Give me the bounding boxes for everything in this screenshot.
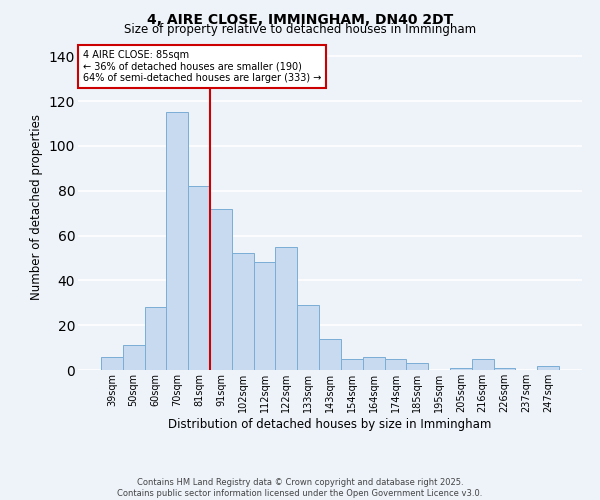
Bar — [494, 368, 515, 370]
Bar — [319, 338, 341, 370]
Text: Contains HM Land Registry data © Crown copyright and database right 2025.
Contai: Contains HM Land Registry data © Crown c… — [118, 478, 482, 498]
Text: 4, AIRE CLOSE, IMMINGHAM, DN40 2DT: 4, AIRE CLOSE, IMMINGHAM, DN40 2DT — [147, 12, 453, 26]
Bar — [385, 359, 406, 370]
Bar — [450, 368, 472, 370]
Bar — [145, 307, 166, 370]
Bar — [297, 305, 319, 370]
Bar — [188, 186, 210, 370]
Bar — [101, 356, 123, 370]
Bar — [406, 364, 428, 370]
Bar — [166, 112, 188, 370]
Bar — [232, 254, 254, 370]
Y-axis label: Number of detached properties: Number of detached properties — [30, 114, 43, 300]
Text: Size of property relative to detached houses in Immingham: Size of property relative to detached ho… — [124, 22, 476, 36]
Bar — [537, 366, 559, 370]
Bar — [123, 346, 145, 370]
X-axis label: Distribution of detached houses by size in Immingham: Distribution of detached houses by size … — [169, 418, 491, 430]
Bar — [254, 262, 275, 370]
Bar — [210, 208, 232, 370]
Bar — [472, 359, 494, 370]
Bar — [341, 359, 363, 370]
Bar — [275, 246, 297, 370]
Bar — [363, 356, 385, 370]
Text: 4 AIRE CLOSE: 85sqm
← 36% of detached houses are smaller (190)
64% of semi-detac: 4 AIRE CLOSE: 85sqm ← 36% of detached ho… — [83, 50, 322, 83]
